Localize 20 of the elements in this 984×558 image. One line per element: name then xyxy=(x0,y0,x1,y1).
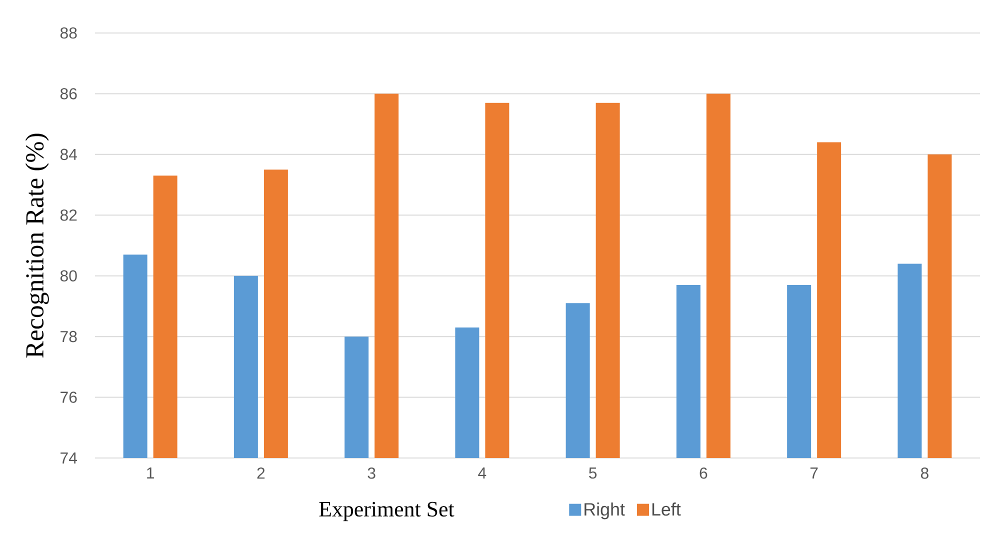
y-tick-label: 84 xyxy=(60,148,77,160)
x-tick-label: 5 xyxy=(589,468,597,479)
x-tick-label: 1 xyxy=(147,468,154,478)
y-tick-label: 80 xyxy=(60,270,77,282)
y-axis-title: Recognition Rate (%) xyxy=(25,134,49,358)
x-tick-label: 4 xyxy=(478,468,486,478)
x-tick-label: 7 xyxy=(810,468,818,478)
legend-label: Left xyxy=(652,502,681,516)
y-tick-label: 76 xyxy=(60,392,77,403)
y-tick-label: 74 xyxy=(60,452,77,464)
x-tick-label: 8 xyxy=(920,468,928,479)
y-tick-label: 86 xyxy=(60,88,77,100)
legend-label: Right xyxy=(584,502,625,520)
x-tick-label: 2 xyxy=(257,468,265,479)
y-tick-label: 78 xyxy=(60,330,77,342)
x-tick-label: 6 xyxy=(700,468,708,479)
y-tick-label: 82 xyxy=(60,210,77,221)
x-axis-title: Experiment Set xyxy=(319,502,454,522)
y-tick-label: 88 xyxy=(60,27,77,39)
x-tick-label: 3 xyxy=(368,468,376,479)
